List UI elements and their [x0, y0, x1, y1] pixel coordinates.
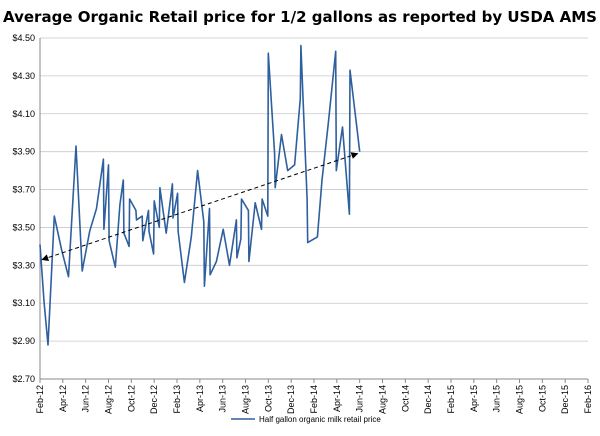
x-tick-label: Feb-16 [583, 385, 593, 414]
x-tick-label: Oct-12 [126, 385, 136, 412]
x-tick-label: Apr-15 [469, 385, 479, 412]
x-tick-label: Feb-12 [35, 385, 45, 414]
x-tick-label: Oct-13 [263, 385, 273, 412]
x-tick-label: Apr-14 [332, 385, 342, 412]
x-tick-label: Feb-14 [309, 385, 319, 414]
x-tick-label: Aug-13 [241, 385, 251, 414]
x-tick-label: Aug-14 [378, 385, 388, 414]
x-tick-label: Jun-15 [492, 385, 502, 413]
x-tick-label: Apr-13 [195, 385, 205, 412]
x-tick-label: Oct-14 [400, 385, 410, 412]
y-tick-label: $3.30 [12, 260, 35, 270]
gridlines [40, 37, 588, 380]
axes [39, 38, 588, 380]
legend-label: Half gallon organic milk retail price [259, 415, 381, 424]
y-tick-label: $3.90 [12, 147, 35, 157]
y-tick-label: $3.70 [12, 185, 35, 195]
x-tick-label: Apr-12 [58, 385, 68, 412]
x-tick-label: Feb-13 [172, 385, 182, 414]
y-tick-label: $4.30 [12, 71, 35, 81]
x-tick-label: Dec-13 [286, 385, 296, 414]
x-tick-label: Jun-12 [81, 385, 91, 413]
x-tick-label: Aug-15 [515, 385, 525, 414]
y-tick-label: $3.10 [12, 298, 35, 308]
y-tick-label: $4.50 [12, 33, 35, 43]
series-line [39, 44, 361, 346]
trendline [41, 152, 359, 261]
x-tick-labels: Feb-12 Apr-12 Jun-12 Aug-12 Oct-12 Dec-12 Feb-… [35, 379, 593, 414]
series-layer [39, 44, 361, 346]
y-tick-label: $3.50 [12, 222, 35, 232]
y-tick-label: $4.10 [12, 109, 35, 119]
x-tick-label: Oct-15 [537, 385, 547, 412]
y-tick-label: $2.70 [12, 374, 35, 384]
x-tick-label: Dec-14 [423, 385, 433, 414]
y-tick-labels: $2.70 $2.90 $3.10 $3.30 $3.50 $3.70 $3.90 $4.10… [12, 33, 35, 384]
x-tick-label: Aug-12 [104, 385, 114, 414]
y-tick-label: $2.90 [12, 336, 35, 346]
x-tick-label: Jun-13 [218, 385, 228, 413]
x-tick-label: Feb-15 [446, 385, 456, 414]
trendline-layer [41, 152, 359, 261]
x-tick-label: Jun-14 [355, 385, 365, 413]
chart-title: Average Organic Retail price for 1/2 gal… [3, 8, 597, 26]
x-tick-label: Dec-15 [560, 385, 570, 414]
x-tick-label: Dec-12 [149, 385, 159, 414]
legend: Half gallon organic milk retail price [231, 415, 381, 424]
